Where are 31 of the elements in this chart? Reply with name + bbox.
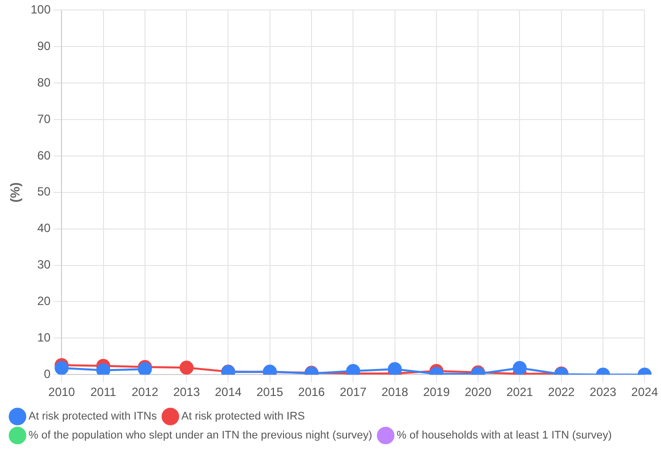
legend-label: At risk protected with ITNs xyxy=(28,410,158,423)
x-tick-label: 2010 xyxy=(48,385,76,400)
y-tick-label: 50 xyxy=(37,184,51,199)
x-tick-label: 2012 xyxy=(132,385,159,400)
x-tick-label: 2013 xyxy=(173,385,200,400)
y-tick-label: 0 xyxy=(44,366,51,381)
x-tick-label: 2024 xyxy=(631,385,658,400)
y-tick-label: 80 xyxy=(37,75,51,90)
y-axis-title: (%) xyxy=(7,182,22,203)
x-tick-label: 2015 xyxy=(256,385,284,400)
legend-label: % of the population who slept under an ITN the previous night (survey) xyxy=(28,430,372,442)
x-tick-label: 2020 xyxy=(464,385,492,400)
y-tick-label: 100 xyxy=(30,2,51,17)
x-tick-label: 2018 xyxy=(381,385,408,400)
x-tick-label: 2021 xyxy=(506,385,534,400)
legend-label: At risk protected with IRS xyxy=(181,410,305,423)
x-tick-label: 2014 xyxy=(214,385,242,400)
y-tick-label: 90 xyxy=(37,38,51,53)
legend-label: % of households with at least 1 ITN (survey) xyxy=(396,430,612,442)
y-tick-label: 10 xyxy=(37,330,51,344)
x-tick-label: 2017 xyxy=(340,385,367,400)
y-tick-label: 70 xyxy=(37,112,51,126)
x-tick-label: 2022 xyxy=(548,385,576,400)
y-tick-label: 60 xyxy=(37,148,51,162)
y-tick-label: 40 xyxy=(37,221,51,236)
x-tick-label: 2023 xyxy=(590,385,617,400)
x-tick-label: 2019 xyxy=(423,385,450,400)
x-tick-label: 2016 xyxy=(298,385,326,400)
y-tick-label: 30 xyxy=(37,258,51,272)
x-tick-label: 2011 xyxy=(90,385,116,400)
y-tick-label: 20 xyxy=(37,294,51,308)
